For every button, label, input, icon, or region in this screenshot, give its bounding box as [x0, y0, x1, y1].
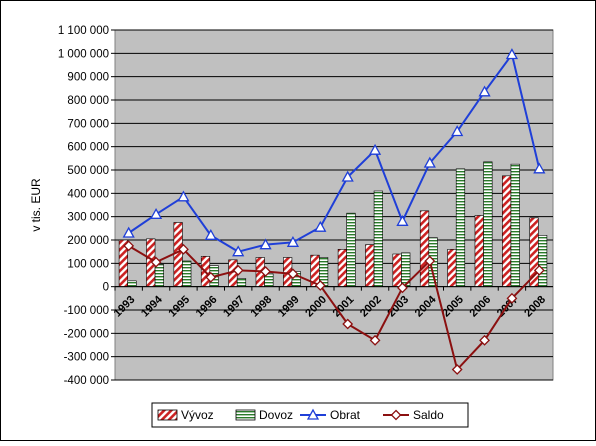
plot-area: [114, 29, 554, 381]
line-saldo: [128, 244, 541, 372]
lines: [122, 48, 546, 375]
legend-label: Obrat: [330, 408, 361, 422]
legend-marker: [306, 408, 320, 420]
point-obrat: [122, 226, 135, 238]
y-tick-label: 200 000: [67, 235, 109, 247]
point-obrat: [505, 48, 519, 60]
point-obrat: [149, 207, 163, 219]
point-saldo: [342, 318, 354, 330]
point-obrat: [341, 170, 354, 182]
point-saldo: [314, 280, 326, 291]
bar-vývoz: [173, 222, 183, 287]
point-obrat: [368, 143, 382, 155]
bar-dovoz: [455, 168, 466, 287]
legend-swatch-vývoz: [157, 409, 178, 421]
point-saldo: [178, 243, 189, 255]
y-tick-label: 0: [103, 282, 109, 294]
y-axis-title: v tis. EUR: [29, 178, 43, 232]
point-obrat: [177, 190, 190, 202]
point-obrat: [204, 228, 217, 240]
legend-swatch-dovoz: [235, 409, 256, 421]
bar-dovoz: [510, 163, 520, 287]
point-saldo: [397, 282, 408, 294]
bar-dovoz: [346, 212, 356, 287]
y-tick-label: 1 000 000: [58, 48, 109, 60]
y-tick-label: 400 000: [67, 188, 109, 200]
bar-dovoz: [538, 235, 548, 287]
y-tick-label: 100 000: [67, 258, 109, 270]
y-tick-label: 300 000: [67, 212, 109, 224]
legend-marker: [390, 409, 402, 421]
bar-vývoz: [392, 253, 402, 287]
legend-label: Dovoz: [259, 408, 293, 422]
point-saldo: [451, 364, 463, 375]
bar-dovoz: [483, 161, 493, 287]
y-tick-label: -200 000: [64, 328, 109, 340]
point-obrat: [259, 238, 272, 250]
point-saldo: [424, 255, 436, 267]
point-saldo: [479, 334, 490, 346]
y-tick-label: -300 000: [64, 352, 109, 364]
bar-dovoz: [236, 278, 247, 287]
point-obrat: [314, 220, 327, 232]
y-tick-label: -400 000: [64, 375, 109, 387]
point-saldo: [533, 264, 545, 276]
y-axis-ticks: -400 000 -300 000 -200 000 -100 000 0 100 000…: [58, 25, 115, 387]
y-tick-label: 800 000: [67, 95, 109, 107]
bar-vývoz: [502, 175, 512, 287]
point-obrat: [396, 214, 409, 226]
point-saldo: [205, 271, 217, 283]
point-saldo: [123, 240, 135, 252]
y-tick-label: 500 000: [67, 165, 109, 177]
point-saldo: [287, 268, 299, 280]
point-obrat: [423, 156, 436, 168]
point-obrat: [286, 235, 300, 247]
bar-dovoz: [373, 190, 383, 287]
legend-label: Saldo: [413, 408, 444, 422]
line-obrat: [128, 52, 541, 253]
point-obrat: [478, 85, 491, 97]
point-saldo: [506, 292, 518, 304]
bar-vývoz: [419, 210, 430, 287]
y-tick-label: 1 100 000: [58, 25, 109, 37]
point-obrat: [232, 245, 245, 257]
bar-vývoz: [365, 244, 375, 287]
y-tick-label: 600 000: [67, 142, 109, 154]
point-saldo: [369, 334, 381, 346]
point-obrat: [451, 125, 464, 137]
point-saldo: [150, 256, 162, 268]
point-saldo: [232, 264, 244, 276]
point-saldo: [260, 266, 271, 277]
y-tick-label: 900 000: [67, 72, 109, 84]
bar-vývoz: [474, 215, 484, 287]
y-tick-label: -100 000: [64, 305, 109, 317]
legend: Vývoz Dovoz Obrat Saldo: [151, 402, 469, 428]
bar-dovoz: [127, 280, 137, 287]
bar-dovoz: [182, 260, 192, 287]
legend-label: Vývoz: [181, 408, 214, 422]
y-tick-label: 700 000: [67, 118, 109, 130]
point-obrat: [533, 162, 546, 174]
bar-dovoz: [154, 264, 164, 287]
bar-vývoz: [447, 249, 457, 287]
bar-vývoz: [337, 249, 347, 287]
